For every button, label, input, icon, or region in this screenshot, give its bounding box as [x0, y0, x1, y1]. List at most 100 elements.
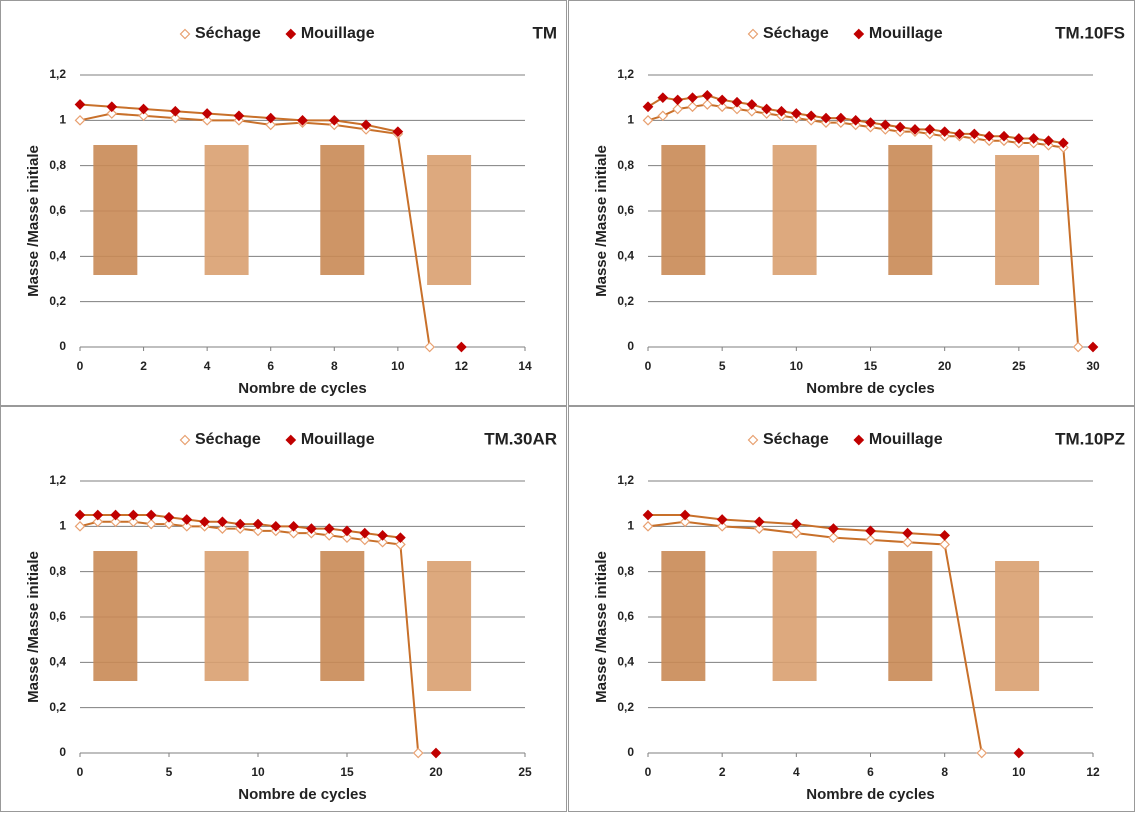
- data-point: [679, 509, 691, 521]
- y-tick-label: 1,2: [617, 67, 634, 81]
- x-tick-label: 15: [864, 359, 878, 373]
- data-point: [270, 520, 282, 532]
- sample-photo: [888, 551, 933, 681]
- data-point: [341, 532, 353, 544]
- x-tick-label: 2: [719, 765, 726, 779]
- data-point: [106, 108, 118, 119]
- sample-photo: [772, 145, 817, 275]
- data-point: [790, 527, 802, 539]
- sample-photo: [661, 551, 706, 681]
- chart-panel: 0 0,2 0,4 0,6 0,8 1 1,2 0 5 10 15 20 25 30 Nombre de c…: [568, 0, 1135, 406]
- x-tick-label: 6: [267, 359, 274, 373]
- sample-photo: [93, 551, 138, 681]
- y-tick-label: 0,4: [49, 249, 66, 263]
- x-tick-label: 10: [790, 359, 804, 373]
- x-tick-label: 20: [429, 765, 443, 779]
- data-point: [657, 110, 669, 122]
- data-point: [716, 520, 728, 532]
- data-point: [865, 117, 876, 128]
- data-point: [430, 747, 442, 759]
- panel-border: [568, 0, 1135, 406]
- x-tick-label: 2: [140, 359, 147, 373]
- legend-label: Mouillage: [301, 431, 375, 448]
- data-point: [805, 110, 817, 122]
- data-point: [74, 114, 86, 126]
- data-point: [163, 518, 175, 530]
- legend-marker: [179, 28, 191, 40]
- data-point: [753, 516, 765, 528]
- data-point: [395, 539, 406, 550]
- legend-label: Séchage: [195, 25, 261, 42]
- data-point: [1028, 133, 1040, 144]
- data-point: [790, 108, 802, 119]
- x-tick-label: 14: [518, 359, 532, 373]
- data-point: [894, 121, 906, 133]
- data-point: [145, 518, 157, 530]
- y-tick-label: 1: [59, 519, 66, 533]
- y-axis-label: Masse /Masse initiale: [25, 145, 42, 297]
- sample-photo: [995, 561, 1040, 691]
- panel-border: [0, 0, 567, 406]
- x-tick-label: 30: [1086, 359, 1100, 373]
- x-tick-label: 10: [1012, 765, 1026, 779]
- x-tick-label: 8: [331, 359, 338, 373]
- data-point: [377, 536, 388, 548]
- data-point: [323, 530, 335, 541]
- data-point: [939, 539, 951, 550]
- x-tick-label: 25: [518, 765, 532, 779]
- y-tick-label: 1,2: [49, 473, 66, 487]
- data-point: [701, 90, 713, 101]
- data-point: [74, 509, 86, 521]
- data-point: [106, 101, 118, 113]
- x-tick-label: 5: [719, 359, 726, 373]
- x-tick-label: 15: [340, 765, 354, 779]
- y-tick-label: 0,8: [617, 158, 634, 172]
- data-point: [92, 509, 104, 521]
- data-point: [998, 130, 1010, 142]
- data-point: [217, 523, 228, 534]
- data-point: [170, 105, 181, 117]
- x-axis-label: Nombre de cycles: [238, 786, 366, 803]
- sample-photo: [888, 145, 933, 275]
- data-point: [145, 509, 157, 521]
- x-tick-label: 4: [204, 359, 211, 373]
- data-point: [252, 525, 264, 537]
- chart-title: TM: [532, 23, 557, 42]
- x-tick-label: 0: [77, 359, 84, 373]
- x-axis-label: Nombre de cycles: [806, 786, 934, 803]
- data-point: [828, 523, 839, 534]
- x-tick-label: 25: [1012, 359, 1026, 373]
- sample-photo: [772, 551, 817, 681]
- data-point: [924, 124, 936, 135]
- sample-photo: [320, 551, 365, 681]
- data-point: [234, 518, 246, 530]
- x-tick-label: 0: [77, 765, 84, 779]
- data-point: [199, 516, 210, 528]
- x-tick-label: 10: [391, 359, 405, 373]
- legend-marker: [285, 434, 297, 446]
- data-point: [92, 516, 104, 528]
- data-point: [392, 126, 404, 138]
- chart-panel: 0 0,2 0,4 0,6 0,8 1 1,2 0 2 4 6 8 10 12 14 Nombre de cy…: [0, 0, 567, 406]
- data-point: [642, 509, 654, 521]
- series-line: [79, 112, 431, 348]
- data-point: [850, 114, 862, 126]
- data-point: [954, 128, 965, 140]
- data-point: [306, 523, 317, 534]
- data-point: [359, 534, 371, 546]
- data-point: [731, 96, 743, 108]
- x-tick-label: 8: [941, 765, 948, 779]
- y-tick-label: 1: [59, 113, 66, 127]
- data-point: [181, 514, 193, 525]
- y-tick-label: 0,2: [49, 294, 66, 308]
- y-tick-label: 0,4: [617, 655, 634, 669]
- legend-marker: [853, 28, 865, 40]
- data-point: [201, 108, 213, 119]
- data-point: [138, 103, 149, 115]
- data-point: [939, 126, 951, 138]
- x-tick-label: 12: [1086, 765, 1100, 779]
- data-point: [761, 103, 773, 115]
- data-point: [865, 525, 876, 537]
- data-point: [746, 99, 758, 110]
- y-axis-label: Masse /Masse initiale: [593, 145, 610, 297]
